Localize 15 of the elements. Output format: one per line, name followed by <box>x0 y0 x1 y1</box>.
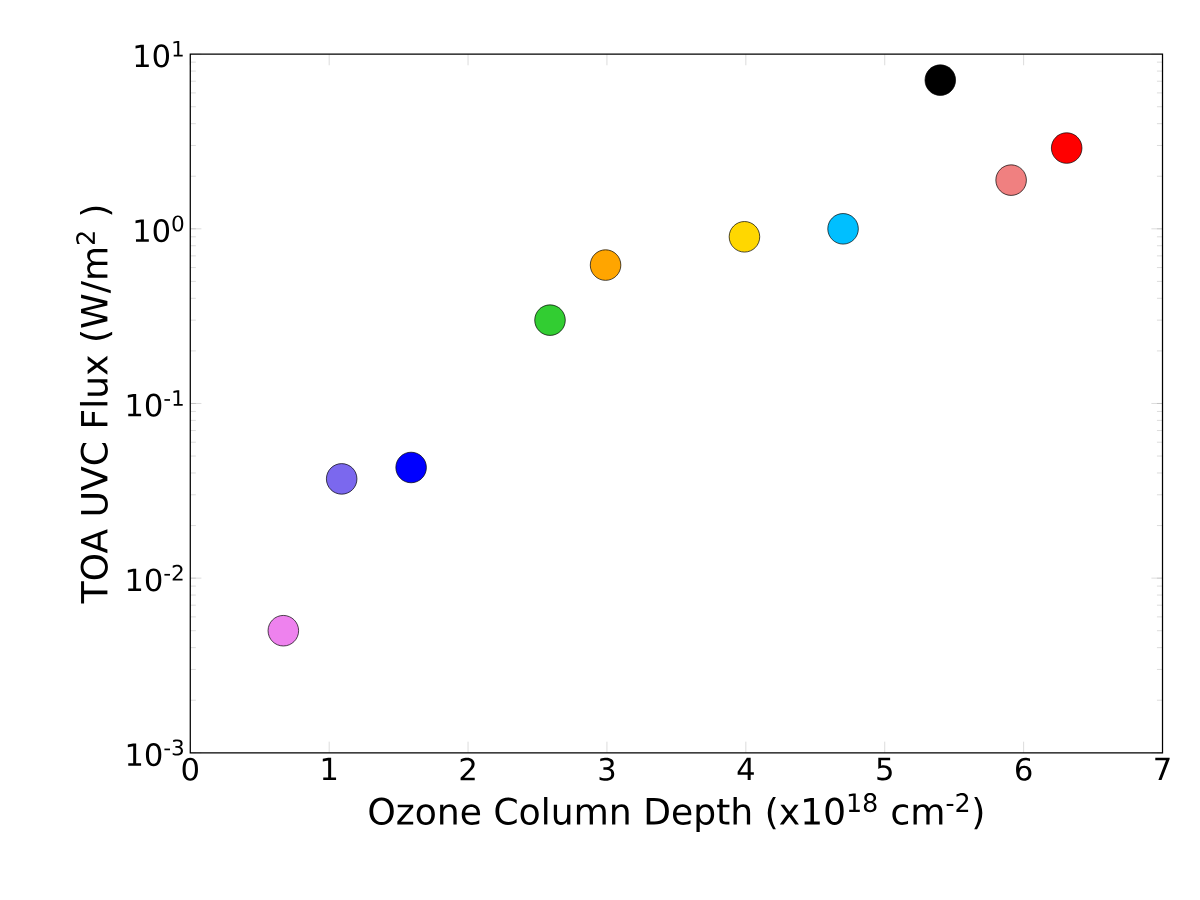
x-tick-label: 4 <box>737 757 754 780</box>
x-tick-label: 7 <box>1155 757 1170 780</box>
y-axis-title: TOA UVC Flux (W/m$^{2}$ ) <box>76 206 113 604</box>
y-tick-label: 10$^{-2}$ <box>127 564 183 592</box>
x-tick-label: 2 <box>460 757 475 781</box>
x-tick-label: 5 <box>877 757 892 781</box>
x-axis-title: Ozone Column Depth (x10$^{18}$ cm$^{-2}$) <box>369 793 983 832</box>
x-tick-label: 3 <box>599 757 615 781</box>
y-tick-label: 10$^{-1}$ <box>127 390 183 417</box>
y-tick-label: 10$^{1}$ <box>135 40 183 68</box>
x-tick-label: 6 <box>1016 757 1032 781</box>
y-tick-label: 10$^{-3}$ <box>127 739 183 767</box>
y-tick-label: 10$^{0}$ <box>135 215 184 243</box>
x-tick-label: 1 <box>322 757 337 780</box>
x-tick-label: 0 <box>182 757 198 781</box>
